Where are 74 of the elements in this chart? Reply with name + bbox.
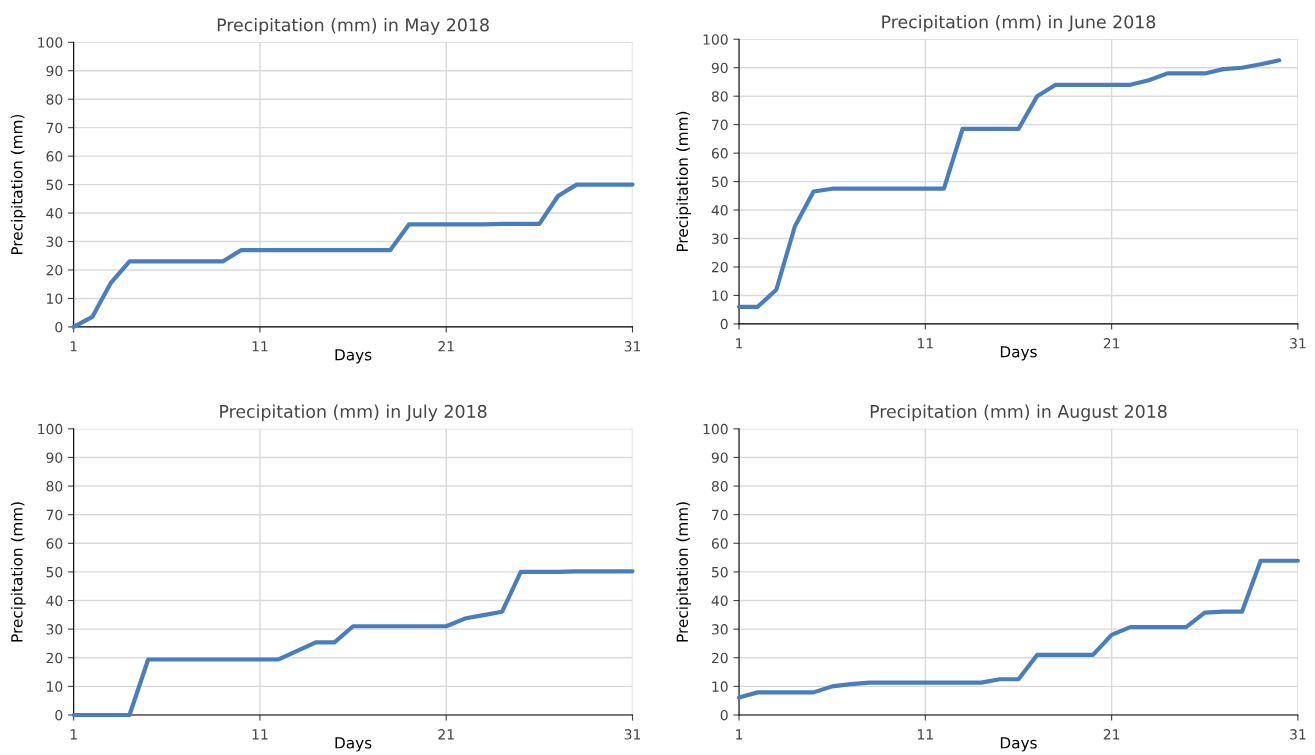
x-tick-label: 21 xyxy=(1103,338,1120,349)
y-tick-label: 80 xyxy=(711,91,728,102)
x-tick-label: 11 xyxy=(918,729,933,740)
y-tick-label: 40 xyxy=(46,208,63,219)
x-tick-label: 21 xyxy=(438,729,454,740)
y-tick-label: 10 xyxy=(712,290,728,301)
y-tick-label: 80 xyxy=(46,94,63,105)
x-tick-label: 11 xyxy=(918,338,933,349)
y-axis-title: Precipitation (mm) xyxy=(10,114,26,255)
y-tick-label: 50 xyxy=(712,566,728,578)
y-tick-label: 100 xyxy=(703,423,728,435)
y-tick-label: 70 xyxy=(46,122,63,134)
y-tick-label: 40 xyxy=(46,595,63,606)
y-tick-label: 20 xyxy=(711,652,728,664)
y-tick-label: 10 xyxy=(47,293,63,304)
y-tick-label: 100 xyxy=(703,34,728,45)
y-tick-label: 60 xyxy=(46,538,63,549)
y-tick-label: 40 xyxy=(711,595,728,606)
y-tick-label: 100 xyxy=(38,423,63,435)
y-axis-title: Precipitation (mm) xyxy=(10,502,26,642)
y-axis-title: Precipitation (mm) xyxy=(676,111,691,252)
y-tick-label: 30 xyxy=(712,624,728,635)
x-tick-label: 21 xyxy=(1103,729,1120,740)
y-tick-label: 0 xyxy=(55,709,63,721)
y-tick-label: 70 xyxy=(712,119,728,131)
y-tick-label: 60 xyxy=(711,538,728,549)
x-axis-title: Days xyxy=(1000,737,1037,752)
y-tick-label: 50 xyxy=(46,179,63,191)
y-tick-label: 90 xyxy=(711,452,728,463)
y-tick-label: 20 xyxy=(46,652,63,664)
y-tick-label: 30 xyxy=(46,624,63,635)
x-tick-label: 31 xyxy=(1290,729,1306,740)
y-tick-label: 100 xyxy=(38,37,63,48)
line-series xyxy=(736,58,1282,309)
y-tick-label: 50 xyxy=(46,566,63,578)
y-tick-label: 70 xyxy=(712,509,728,521)
x-tick-label: 1 xyxy=(736,729,743,740)
x-tick-label: 1 xyxy=(70,729,77,740)
y-tick-label: 0 xyxy=(720,709,728,721)
y-tick-label: 20 xyxy=(711,261,728,273)
y-tick-label: 30 xyxy=(46,236,63,247)
y-tick-label: 0 xyxy=(720,318,728,330)
y-tick-label: 10 xyxy=(47,681,63,692)
x-tick-label: 31 xyxy=(1290,338,1306,349)
chart-title: Precipitation (mm) in August 2018 xyxy=(870,404,1167,422)
y-tick-label: 60 xyxy=(711,148,728,159)
y-tick-label: 90 xyxy=(46,452,63,463)
x-tick-label: 1 xyxy=(70,341,77,352)
x-axis-title: Days xyxy=(335,737,372,752)
y-tick-label: 0 xyxy=(55,321,63,333)
y-tick-label: 90 xyxy=(46,65,63,77)
y-tick-label: 80 xyxy=(711,481,728,492)
line-series xyxy=(736,558,1300,700)
y-tick-label: 50 xyxy=(712,176,728,188)
y-tick-label: 20 xyxy=(46,264,63,276)
y-tick-label: 30 xyxy=(712,233,728,244)
y-tick-label: 90 xyxy=(711,62,728,74)
x-tick-label: 21 xyxy=(438,341,454,352)
y-axis-title: Precipitation (mm) xyxy=(676,502,691,642)
chart-title: Precipitation (mm) in July 2018 xyxy=(220,404,487,422)
chart-title: Precipitation (mm) in June 2018 xyxy=(882,14,1156,32)
y-tick-label: 70 xyxy=(46,509,63,521)
chart-title: Precipitation (mm) in May 2018 xyxy=(217,17,489,35)
y-tick-label: 10 xyxy=(712,681,728,692)
x-tick-label: 11 xyxy=(252,729,268,740)
x-tick-label: 31 xyxy=(624,341,641,352)
x-axis-title: Days xyxy=(335,349,372,364)
x-axis-title: Days xyxy=(1000,346,1037,361)
x-tick-label: 11 xyxy=(252,341,268,352)
x-tick-label: 31 xyxy=(624,729,641,740)
y-tick-label: 80 xyxy=(46,481,63,492)
y-tick-label: 60 xyxy=(46,151,63,162)
y-tick-label: 40 xyxy=(711,205,728,216)
x-tick-label: 1 xyxy=(736,338,743,349)
